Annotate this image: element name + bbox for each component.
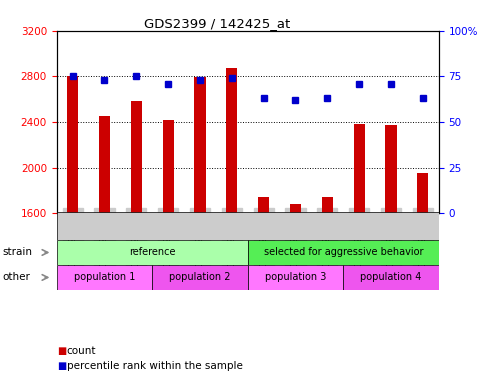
Text: count: count: [67, 346, 96, 356]
Bar: [67, 76, 78, 213]
Bar: [343, 265, 439, 290]
Bar: [290, 204, 301, 213]
Text: ■: ■: [57, 346, 66, 356]
Bar: [417, 173, 428, 213]
Text: GDS2399 / 142425_at: GDS2399 / 142425_at: [144, 17, 290, 30]
Bar: [322, 197, 333, 213]
Bar: [131, 101, 142, 213]
Bar: [247, 240, 439, 265]
Bar: [57, 265, 152, 290]
Bar: [194, 78, 206, 213]
Bar: [386, 125, 396, 213]
Text: population 1: population 1: [74, 272, 135, 283]
Text: ■: ■: [57, 361, 66, 371]
Text: population 3: population 3: [265, 272, 326, 283]
Text: percentile rank within the sample: percentile rank within the sample: [67, 361, 243, 371]
Text: population 4: population 4: [360, 272, 422, 283]
Bar: [57, 240, 247, 265]
Text: other: other: [2, 272, 31, 283]
Text: population 2: population 2: [169, 272, 231, 283]
Bar: [247, 265, 343, 290]
Bar: [353, 124, 365, 213]
Text: strain: strain: [2, 247, 33, 258]
Bar: [226, 68, 238, 213]
Text: selected for aggressive behavior: selected for aggressive behavior: [263, 247, 423, 258]
Bar: [163, 120, 174, 213]
Bar: [152, 265, 247, 290]
Bar: [258, 197, 269, 213]
Text: reference: reference: [129, 247, 176, 258]
Bar: [99, 116, 110, 213]
